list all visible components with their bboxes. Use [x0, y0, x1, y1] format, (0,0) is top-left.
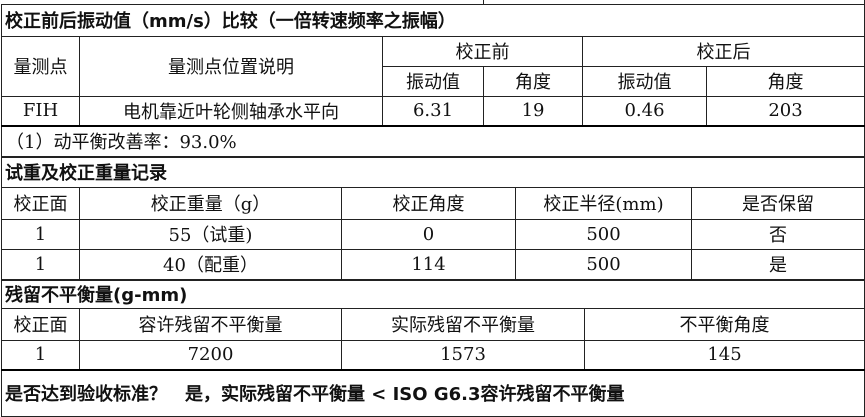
header-angle: 校正角度: [341, 186, 516, 220]
residual-title: 残留不平衡量(g-mm): [0, 279, 865, 309]
point-cell: FIH: [1, 95, 80, 127]
table-row: 1 55（试重) 0 500 否: [1, 218, 865, 250]
before-amp-cell: 6.31: [381, 95, 485, 127]
header-after: 校正后: [582, 35, 865, 67]
header-unbalance-angle: 不平衡角度: [583, 307, 865, 341]
location-cell: 电机靠近叶轮侧轴承水平向: [79, 95, 383, 127]
header-retain: 是否保留: [690, 186, 865, 220]
header-point: 量测点: [1, 35, 80, 97]
plane-cell: 1: [1, 339, 80, 371]
header-weight: 校正重量（g）: [79, 186, 342, 220]
header-after-angle: 角度: [706, 65, 865, 97]
plane-cell: 1: [1, 248, 80, 280]
actual-cell: 1573: [341, 339, 585, 371]
table-row: 1 40（配重） 114 500 是: [1, 248, 865, 280]
weights-table: 试重及校正重量记录 校正面 校正重量（g） 校正角度 校正半径(mm) 是否保留…: [0, 156, 865, 280]
table-row: FIH 电机靠近叶轮侧轴承水平向 6.31 19 0.46 203: [1, 95, 865, 127]
header-plane: 校正面: [1, 307, 80, 341]
unbalance-angle-cell: 145: [583, 339, 865, 371]
header-plane: 校正面: [1, 186, 80, 220]
vibration-title: 校正前后振动值（mm/s）比较（一倍转速频率之振幅）: [0, 3, 865, 37]
improvement-rate: （1）动平衡改善率：93.0%: [0, 125, 865, 157]
header-radius: 校正半径(mm): [515, 186, 692, 220]
residual-table: 残留不平衡量(g-mm) 校正面 容许残留不平衡量 实际残留不平衡量 不平衡角度…: [0, 279, 865, 417]
table-row: 1 7200 1573 145: [1, 339, 865, 371]
weight-cell: 55（试重): [79, 218, 342, 250]
header-after-amp: 振动值: [582, 65, 708, 97]
retain-cell: 是: [690, 248, 865, 280]
retain-cell: 否: [690, 218, 865, 250]
after-angle-cell: 203: [706, 95, 865, 127]
conclusion: 是否达到验收标准？ 是，实际残留不平衡量 < ISO G6.3容许残留不平衡量: [0, 369, 865, 417]
header-location: 量测点位置说明: [79, 35, 383, 97]
vibration-table: 校正前后振动值（mm/s）比较（一倍转速频率之振幅） 量测点 量测点位置说明 校…: [0, 0, 865, 157]
header-actual: 实际残留不平衡量: [341, 307, 585, 341]
header-before-amp: 振动值: [381, 65, 485, 97]
radius-cell: 500: [515, 248, 692, 280]
angle-cell: 0: [341, 218, 516, 250]
after-amp-cell: 0.46: [582, 95, 708, 127]
plane-cell: 1: [1, 218, 80, 250]
allowed-cell: 7200: [79, 339, 342, 371]
angle-cell: 114: [341, 248, 516, 280]
weights-title: 试重及校正重量记录: [0, 156, 865, 188]
radius-cell: 500: [515, 218, 692, 250]
header-allowed: 容许残留不平衡量: [79, 307, 342, 341]
header-before-angle: 角度: [483, 65, 584, 97]
before-angle-cell: 19: [483, 95, 584, 127]
weight-cell: 40（配重）: [79, 248, 342, 280]
header-before: 校正前: [381, 35, 584, 67]
